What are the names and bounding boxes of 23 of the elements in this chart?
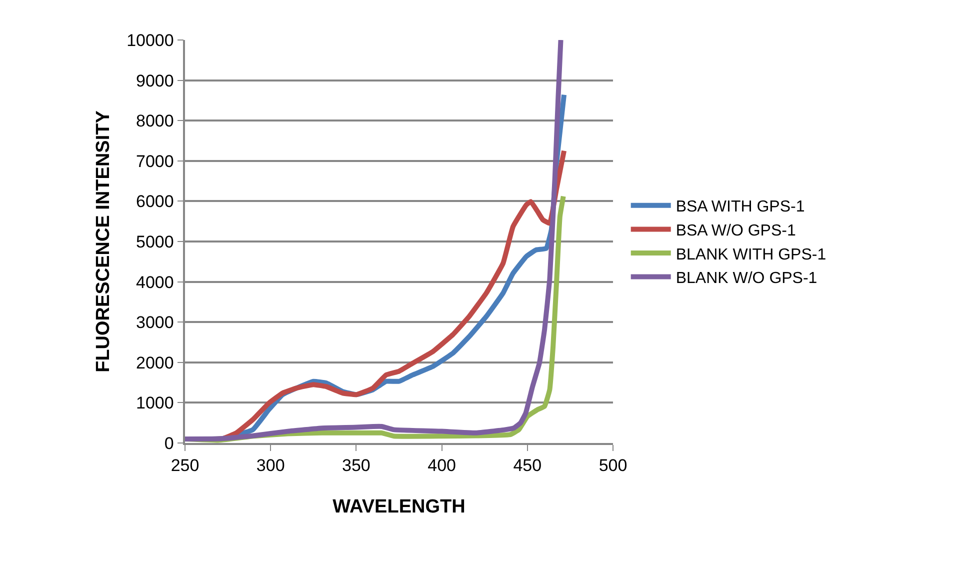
legend-label: BLANK WITH GPS-1 [676, 246, 826, 264]
x-tick-label: 350 [342, 456, 370, 476]
legend-label: BSA W/O GPS-1 [676, 222, 796, 240]
x-tick-label: 500 [598, 456, 628, 476]
y-tick-label: 3000 [136, 313, 174, 332]
x-tick-label: 400 [428, 456, 456, 476]
y-tick-label: 8000 [136, 112, 174, 131]
legend-label: BLANK W/O GPS-1 [676, 270, 818, 288]
legend-label: BSA WITH GPS-1 [676, 198, 805, 216]
y-tick-label: 4000 [136, 272, 174, 292]
y-tick-label: 7000 [136, 152, 174, 171]
x-tick-label: 450 [513, 456, 542, 476]
y-tick-label: 9000 [136, 71, 174, 90]
y-tick-label: 2000 [136, 353, 174, 372]
y-tick-label: 10000 [126, 30, 174, 50]
y-axis-title: FLUORESCENCE INTENSITY [92, 110, 114, 372]
y-tick-label: 1000 [136, 394, 174, 413]
x-tick-label: 250 [170, 456, 200, 476]
y-tick-label: 5000 [136, 232, 174, 252]
y-tick-label: 0 [164, 434, 174, 453]
x-tick-label: 300 [256, 456, 285, 476]
y-tick-label: 6000 [136, 192, 174, 212]
x-axis-title: WAVELENGTH [332, 496, 466, 518]
